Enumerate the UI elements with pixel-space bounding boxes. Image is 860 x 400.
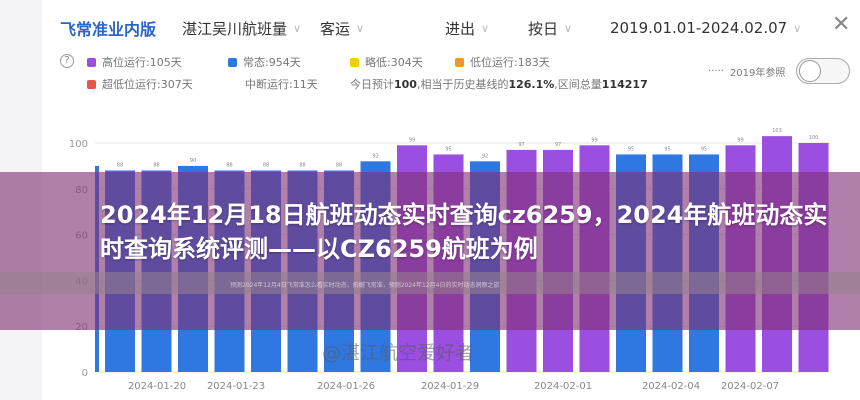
help-icon[interactable]: ?	[60, 54, 74, 68]
legend-swatch	[87, 79, 96, 89]
x-tick-label: 2024-01-23	[207, 381, 265, 392]
bar-value-label: 88	[336, 162, 342, 168]
legend-very-low[interactable]: 超低位运行:307天	[87, 76, 193, 92]
legend-swatch	[87, 57, 96, 67]
bar-value-label: 97	[518, 142, 524, 148]
chevron-down-icon: ∨	[564, 21, 573, 35]
legend-label: 超低位运行:307天	[102, 78, 193, 91]
bar-value-label: 88	[299, 162, 305, 168]
legend-swatch	[350, 57, 359, 67]
legend-low[interactable]: 略低:304天	[350, 54, 423, 70]
date-range-select[interactable]: 2019.01.01-2024.02.07 ∨	[610, 14, 801, 42]
summary-text: 今日预计 100 ,相当于历史基线的 126.1% ,区间总量 114217	[350, 77, 648, 92]
bar-value-label: 92	[372, 153, 378, 159]
overlay-band	[0, 272, 860, 294]
direction-select[interactable]: 进出 ∨	[445, 14, 489, 42]
bar-value-label: 92	[482, 153, 488, 159]
bar-value-label: 88	[117, 162, 123, 168]
bar-value-label: 99	[409, 137, 415, 143]
type-label: 客运	[320, 19, 351, 38]
bar-value-label: 95	[628, 146, 634, 152]
bar-value-label: 95	[664, 146, 670, 152]
x-tick-label: 2024-02-04	[642, 381, 700, 392]
chevron-down-icon: ∨	[356, 21, 365, 35]
airport-label: 湛江吴川航班量	[182, 19, 288, 38]
bar-value-label: 99	[591, 137, 597, 143]
toggle-knob	[799, 60, 821, 82]
bar-value-label: 100	[809, 135, 819, 141]
bar-value-label: 95	[445, 146, 451, 152]
granularity-label: 按日	[528, 19, 559, 38]
legend-high[interactable]: 高位运行:105天	[87, 54, 182, 70]
bar-value-label: 95	[701, 146, 707, 152]
bar-value-label: 88	[263, 162, 269, 168]
x-tick-label: 2024-02-01	[534, 381, 592, 392]
y-tick-label: 0	[82, 368, 88, 379]
legend-swatch	[455, 57, 464, 67]
overlay-title: 2024年12月18日航班动态实时查询cz6259，2024年航班动态实时查询系…	[100, 201, 828, 263]
x-tick-label: 2024-01-29	[421, 381, 479, 392]
type-select[interactable]: 客运 ∨	[320, 14, 364, 42]
close-icon[interactable]: ✕	[832, 12, 851, 37]
bar-value-label: 88	[153, 162, 159, 168]
legend-label: 高位运行:105天	[102, 56, 182, 69]
overlay-subtitle: 预测2024年12月4日飞常准怎么看实时动态，拍樾飞常准，预测2024年12月4…	[230, 282, 500, 289]
brand-title: 飞常准业内版	[60, 20, 157, 39]
chevron-down-icon: ∨	[293, 21, 302, 35]
overlay-banner	[0, 172, 860, 330]
bar-value-label: 99	[737, 137, 743, 143]
granularity-select[interactable]: 按日 ∨	[528, 14, 572, 42]
bar-value-label: 88	[226, 162, 232, 168]
x-tick-label: 2024-01-20	[128, 381, 186, 392]
y-tick-label: 100	[69, 139, 88, 150]
x-tick-label: 2024-01-26	[317, 381, 375, 392]
legend-lower[interactable]: 低位运行:183天	[455, 54, 550, 70]
bar-value-label: 97	[555, 142, 561, 148]
legend-label: 常态:954天	[243, 56, 301, 69]
x-tick-label: 2024-02-07	[721, 381, 779, 392]
direction-label: 进出	[445, 19, 476, 38]
legend-swatch	[228, 57, 237, 67]
chevron-down-icon: ∨	[481, 21, 490, 35]
date-range-label: 2019.01.01-2024.02.07	[610, 19, 788, 37]
bar-value-label: 103	[772, 128, 782, 134]
reference-label: ····· 2019年参照	[708, 66, 786, 79]
bar-value-label: 90	[190, 158, 196, 164]
legend-normal[interactable]: 常态:954天	[228, 54, 301, 70]
airport-select[interactable]: 湛江吴川航班量 ∨	[182, 14, 301, 42]
legend-interrupted[interactable]: 中断运行:11天	[245, 78, 318, 91]
legend-label: 略低:304天	[365, 56, 423, 69]
chevron-down-icon: ∨	[793, 21, 802, 35]
watermark: @湛江航空爱好者	[322, 342, 475, 364]
legend-label: 低位运行:183天	[470, 56, 550, 69]
reference-toggle[interactable]	[796, 58, 850, 84]
